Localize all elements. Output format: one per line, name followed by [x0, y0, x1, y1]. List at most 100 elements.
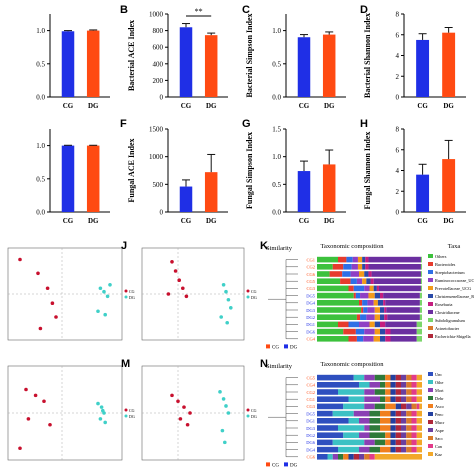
taxa-legend-swatch [428, 428, 433, 432]
taxa-legend-label: Debr [435, 396, 444, 401]
composition-segment [385, 403, 396, 410]
point-cg [170, 393, 174, 398]
composition-segment [411, 396, 417, 402]
point-dg [98, 417, 103, 421]
composition-segment [419, 292, 422, 299]
composition-segment [373, 278, 421, 284]
sample-label: CG3 [306, 286, 315, 291]
y-tick-label: 0 [396, 94, 400, 102]
y-tick-label: 8 [396, 11, 400, 19]
composition-segment [317, 418, 349, 424]
point-cg [166, 292, 171, 296]
y-tick-label: 200 [153, 77, 164, 85]
legend-label-dg: DG [251, 295, 257, 300]
composition-segment [416, 396, 422, 402]
category-label: CG [417, 217, 428, 225]
composition-segment [401, 446, 407, 453]
composition-segment [411, 446, 417, 453]
composition-segment [386, 307, 420, 313]
composition-segment [377, 300, 384, 306]
plot-frame [141, 247, 245, 341]
bar-dg [86, 30, 100, 98]
legend-marker-dg [124, 414, 128, 418]
group-legend-swatch-dg [284, 344, 288, 349]
taxa-legend-label: Aspe [435, 428, 444, 433]
point-cg [170, 260, 174, 264]
composition-segment [343, 328, 356, 335]
point-dg [221, 283, 226, 287]
composition-segment [317, 374, 354, 381]
composition-segment [348, 285, 354, 292]
composition-segment [401, 382, 407, 388]
composition-segment [419, 403, 422, 410]
y-tick-label: 600 [153, 44, 164, 52]
point-cg [33, 393, 38, 398]
point-cg [177, 278, 181, 282]
panel-label-n: N [260, 358, 268, 370]
composition-segment [411, 374, 417, 381]
composition-segment [332, 264, 344, 270]
composition-segment [362, 300, 368, 306]
composition-segment [368, 256, 421, 263]
composition-segment [416, 382, 422, 388]
y-axis-label: Fungal ACE Index [127, 138, 136, 202]
point-cg [181, 286, 185, 291]
composition-segment [416, 389, 422, 395]
composition-segment [420, 285, 422, 292]
composition-segment [360, 314, 367, 320]
taxonomy-plot-k: Similarity Taxonomic composition Taxa CG1 CG… [266, 243, 474, 350]
point-cg [45, 286, 50, 291]
y-tick-label: 0.0 [272, 94, 281, 102]
category-label: CG [63, 217, 74, 225]
taxa-legend-label: Othe [435, 380, 443, 385]
y-tick-label: 1.0 [272, 153, 281, 161]
composition-segment [376, 285, 379, 292]
composition-segment [317, 307, 362, 313]
composition-segment [332, 454, 338, 460]
composition-segment [364, 425, 370, 431]
composition-segment [380, 410, 391, 417]
sample-label: CG3 [306, 404, 315, 409]
point-cg [48, 422, 52, 427]
taxa-legend-swatch [428, 278, 433, 282]
composition-segment [362, 256, 366, 263]
composition-segment [369, 285, 374, 292]
composition-segment [355, 328, 365, 335]
taxa-legend-swatch [428, 380, 433, 384]
sample-label: DG6 [306, 440, 315, 445]
composition-segment [317, 389, 338, 395]
point-dg [226, 297, 231, 302]
composition-segment [353, 454, 359, 460]
composition-segment [416, 374, 422, 381]
composition-segment [340, 278, 351, 284]
composition-segment [369, 410, 380, 417]
point-dg [102, 289, 106, 294]
composition-segment [370, 278, 374, 284]
legend-label-dg: DG [129, 295, 135, 300]
y-tick-label: 0 [160, 209, 164, 217]
category-label: DG [324, 102, 335, 110]
y-tick-label: 2 [396, 188, 400, 196]
taxa-legend-swatch [428, 286, 433, 290]
bar-cg [416, 174, 430, 212]
taxa-legend-label: Escherichia-Shigella [435, 334, 471, 339]
sample-label: CG2 [306, 390, 315, 395]
composition-segment [419, 314, 422, 320]
composition-segment [369, 432, 386, 438]
composition-segment [390, 410, 396, 417]
composition-segment [369, 382, 380, 388]
taxa-legend-swatch [428, 436, 433, 440]
taxa-legend-swatch [428, 412, 433, 416]
composition-segment [416, 321, 422, 328]
composition-segment [395, 410, 401, 417]
point-cg [54, 315, 58, 319]
taxa-legend-swatch [428, 326, 433, 330]
panel-label-k: K [260, 240, 268, 252]
group-legend-swatch-cg [266, 344, 270, 349]
point-cg [173, 269, 178, 273]
composition-segment [380, 446, 391, 453]
composition-segment [411, 418, 417, 424]
composition-segment [385, 321, 417, 328]
y-tick-label: 0.5 [36, 175, 45, 183]
composition-segment [395, 403, 401, 410]
